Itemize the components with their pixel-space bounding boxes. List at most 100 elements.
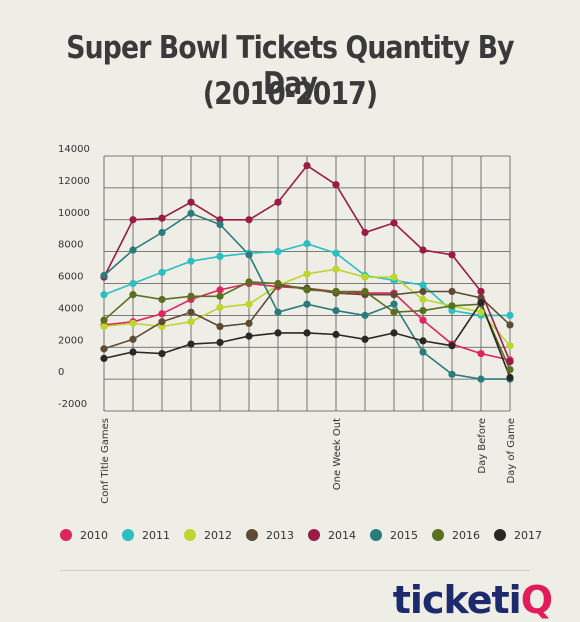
- data-point-2015: [274, 308, 282, 316]
- data-point-2016: [158, 295, 166, 304]
- data-point-2013: [419, 287, 427, 296]
- y-tick-label: -2000: [58, 399, 87, 410]
- data-point-2010: [216, 286, 224, 294]
- data-point-2017: [448, 342, 456, 350]
- data-point-2012: [506, 342, 514, 350]
- data-point-2012: [477, 308, 485, 316]
- data-point-2015: [187, 209, 195, 217]
- legend-label: 2017: [514, 528, 542, 542]
- legend-swatch: [184, 529, 196, 541]
- data-point-2010: [158, 310, 166, 318]
- y-tick-label: 14000: [58, 144, 90, 155]
- x-tick-label: One Week Out: [332, 418, 343, 490]
- data-point-2011: [506, 311, 514, 319]
- y-tick-label: 2000: [58, 335, 83, 346]
- data-point-2016: [187, 292, 195, 300]
- data-point-2017: [477, 299, 485, 307]
- legend-label: 2010: [80, 528, 108, 542]
- legend-label: 2011: [142, 528, 170, 542]
- data-point-2016: [303, 286, 311, 294]
- data-point-2017: [216, 338, 224, 347]
- data-point-2017: [419, 337, 427, 345]
- legend-item-2016: 2016: [432, 526, 480, 544]
- data-point-2012: [129, 319, 137, 327]
- data-point-2013: [100, 345, 108, 353]
- data-point-2016: [332, 287, 340, 296]
- data-point-2012: [187, 318, 195, 326]
- data-point-2014: [274, 198, 282, 206]
- legend-item-2010: 2010: [60, 526, 108, 544]
- legend-item-2017: 2017: [494, 526, 542, 544]
- data-point-2012: [245, 300, 253, 308]
- legend-swatch: [122, 529, 134, 541]
- data-point-2017: [332, 330, 340, 339]
- legend-item-2013: 2013: [246, 526, 294, 544]
- data-point-2015: [158, 228, 166, 237]
- ticketiq-logo: ticketiQ: [392, 578, 553, 622]
- data-point-2016: [216, 292, 224, 300]
- data-point-2015: [361, 311, 369, 319]
- logo-accent: Q: [520, 578, 553, 622]
- data-point-2013: [448, 287, 456, 296]
- data-point-2017: [303, 329, 311, 337]
- chart-title-line-2: (2010-2017): [202, 76, 378, 112]
- data-point-2012: [332, 265, 340, 273]
- legend-swatch: [494, 529, 506, 541]
- logo-text: ticketi: [392, 578, 522, 622]
- y-tick-label: 4000: [58, 303, 83, 314]
- data-point-2012: [303, 270, 311, 278]
- legend-label: 2016: [452, 528, 480, 542]
- data-point-2013: [216, 322, 224, 331]
- footer-divider: [60, 570, 530, 571]
- data-point-2011: [216, 252, 224, 261]
- data-point-2011: [303, 240, 311, 248]
- legend-swatch: [432, 529, 444, 541]
- data-point-2017: [129, 348, 137, 356]
- data-point-2016: [448, 302, 456, 310]
- data-point-2011: [419, 281, 427, 289]
- y-tick-label: 0: [58, 367, 64, 378]
- y-tick-label: 8000: [58, 240, 83, 251]
- legend-item-2012: 2012: [184, 526, 232, 544]
- data-point-2010: [419, 316, 427, 324]
- data-point-2014: [477, 287, 485, 296]
- data-point-2014: [129, 216, 137, 224]
- data-point-2016: [100, 316, 108, 324]
- legend-swatch: [60, 529, 72, 541]
- data-point-2015: [477, 375, 485, 383]
- x-tick-label: Conf Title Games: [100, 418, 111, 504]
- data-point-2013: [129, 335, 137, 343]
- data-point-2012: [100, 322, 108, 331]
- data-point-2011: [187, 257, 195, 265]
- data-point-2017: [245, 332, 253, 340]
- legend-swatch: [370, 529, 382, 541]
- x-axis: Conf Title Games One Week Out Day Before Da…: [100, 418, 517, 504]
- data-point-2015: [419, 348, 427, 356]
- series-points: [100, 161, 514, 383]
- legend-item-2015: 2015: [370, 526, 418, 544]
- data-point-2016: [245, 278, 253, 286]
- data-point-2015: [332, 306, 340, 315]
- data-point-2016: [419, 306, 427, 315]
- data-point-2014: [245, 216, 253, 224]
- data-point-2017: [274, 329, 282, 337]
- data-point-2011: [332, 249, 340, 257]
- data-point-2014: [332, 181, 340, 189]
- data-point-2016: [390, 308, 398, 316]
- data-point-2014: [187, 198, 195, 206]
- chart-title-line-1: Super Bowl Tickets Quantity By Day: [66, 30, 514, 102]
- data-point-2015: [303, 300, 311, 308]
- y-tick-label: 6000: [58, 272, 83, 283]
- chart-legend: 2010 2011 2012 2013 2014 2015 2016 2017: [52, 526, 552, 546]
- data-point-2016: [129, 291, 137, 299]
- data-point-2017: [361, 335, 369, 343]
- data-point-2017: [100, 354, 108, 363]
- legend-label: 2015: [390, 528, 418, 542]
- x-tick-label: Day of Game: [506, 418, 517, 484]
- data-point-2016: [361, 287, 369, 296]
- data-point-2017: [506, 373, 514, 382]
- data-point-2015: [129, 246, 137, 254]
- legend-label: 2013: [266, 528, 294, 542]
- legend-swatch: [308, 529, 320, 541]
- y-tick-label: 10000: [58, 208, 90, 219]
